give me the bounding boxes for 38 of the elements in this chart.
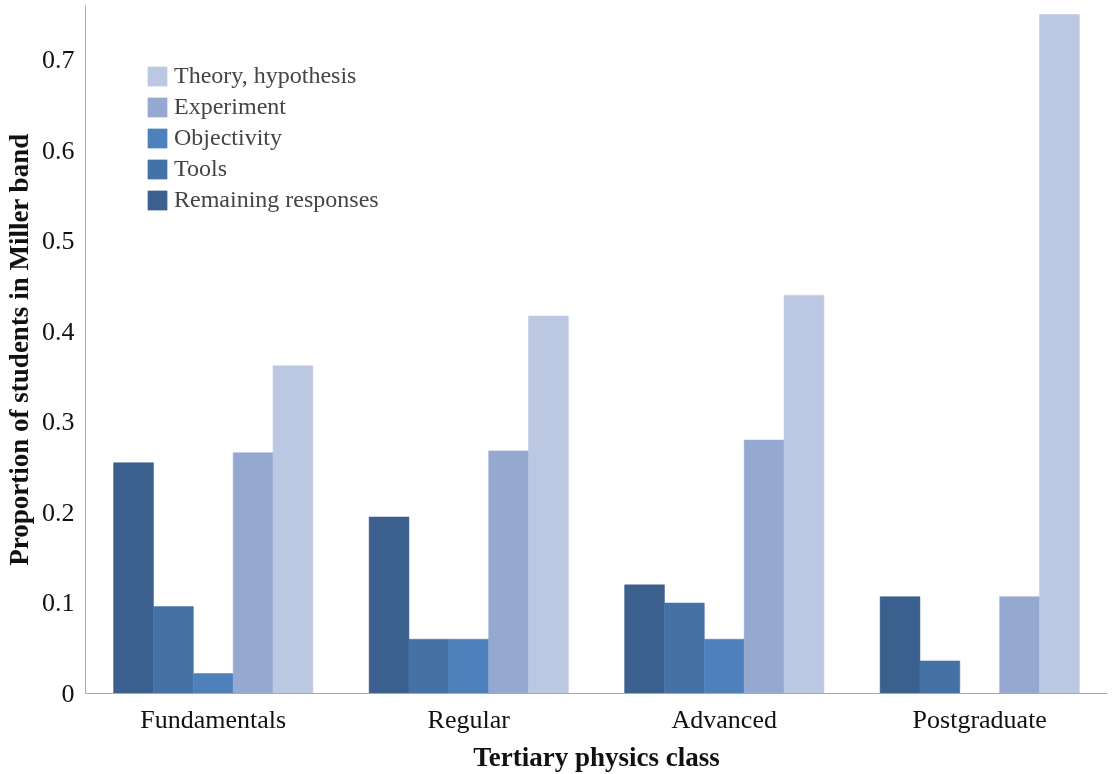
y-axis-title: Proportion of students in Miller band	[4, 133, 34, 566]
bar	[193, 673, 234, 694]
y-tick-label: 0.3	[42, 407, 75, 437]
bar	[704, 638, 745, 694]
y-tick-label: 0.6	[42, 135, 75, 165]
bar	[664, 602, 705, 694]
legend-label: Experiment	[174, 93, 286, 120]
bar	[153, 606, 194, 694]
bar	[113, 462, 154, 694]
bar	[488, 450, 529, 694]
y-tick-label: 0.7	[42, 45, 75, 75]
y-tick-label: 0.4	[42, 316, 75, 346]
bar	[1039, 14, 1080, 694]
legend-label: Tools	[174, 155, 227, 182]
bar	[624, 584, 665, 694]
x-axis-title: Tertiary physics class	[473, 741, 720, 772]
y-tick-label: 0.1	[42, 588, 75, 618]
bar	[919, 660, 961, 694]
bar	[528, 315, 569, 694]
y-tick-label: 0	[61, 679, 75, 708]
y-tick-label: 0.2	[42, 497, 75, 527]
y-tick-label: 0.5	[42, 226, 75, 256]
x-tick-label: Advanced	[671, 704, 777, 734]
bar	[879, 596, 921, 694]
bar	[368, 516, 410, 694]
bar	[999, 596, 1040, 694]
legend-label: Remaining responses	[174, 186, 379, 213]
bar	[232, 452, 274, 694]
bar	[783, 294, 825, 694]
x-tick-label: Postgraduate	[912, 704, 1047, 734]
x-tick-label: Fundamentals	[140, 704, 287, 734]
legend-label: Theory, hypothesis	[174, 62, 357, 89]
x-tick-label: Regular	[427, 704, 511, 734]
legend-label: Objectivity	[174, 124, 282, 151]
bar	[743, 439, 785, 694]
bar	[272, 365, 314, 694]
bar	[408, 638, 450, 694]
bar	[448, 638, 489, 694]
